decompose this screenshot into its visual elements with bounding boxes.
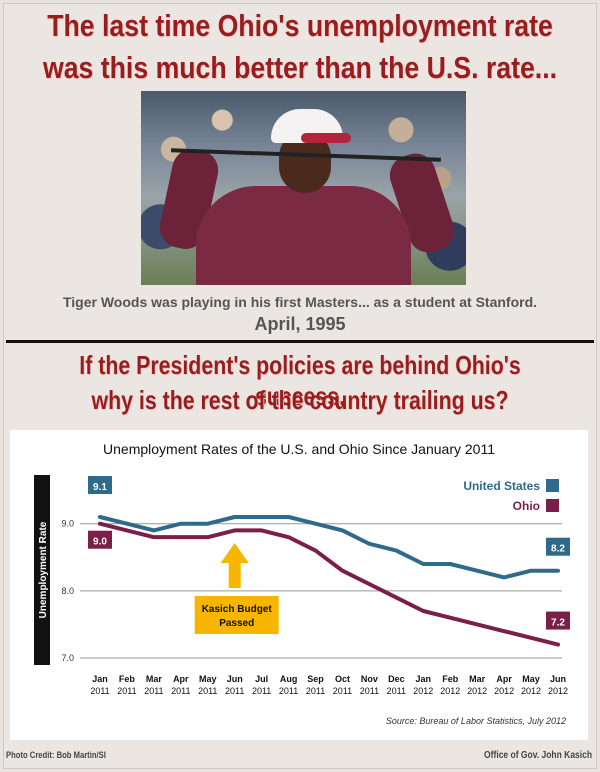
series-start-label: 9.0 (93, 537, 107, 548)
legend-swatch-ohio (546, 499, 559, 512)
y-tick-label: 9.0 (61, 519, 74, 529)
photo-tiger-woods (141, 91, 466, 285)
chart-source: Source: Bureau of Labor Statistics, July… (386, 716, 566, 726)
series-line-us (98, 515, 560, 580)
y-tick-label: 8.0 (61, 586, 74, 596)
x-tick-year: 2011 (171, 686, 190, 696)
y-axis-label-bar (34, 475, 50, 665)
office-credit: Office of Gov. John Kasich (483, 750, 592, 761)
x-tick-month: Aug (280, 674, 298, 684)
photo-date: April, 1995 (254, 314, 346, 334)
photo-caption: Tiger Woods was playing in his first Mas… (62, 294, 538, 310)
question-line-1: If the President's policies are behind O… (79, 350, 521, 411)
series-start-label-box (88, 476, 112, 494)
series-start-label-box (88, 530, 112, 549)
x-tick-year: 2011 (333, 686, 352, 696)
x-tick-year: 2011 (279, 686, 298, 696)
x-tick-year: 2011 (387, 686, 406, 696)
legend-label-us: United States (463, 479, 540, 493)
x-tick-month: Feb (119, 674, 136, 684)
x-tick-year: 2011 (117, 686, 136, 696)
unemployment-chart: Unemployment Rates of the U.S. and Ohio … (34, 441, 570, 726)
x-tick-month: Nov (361, 674, 378, 684)
series-end-label-box (546, 611, 570, 630)
question-line-2: why is the rest of the country trailing … (91, 385, 509, 415)
y-axis-label: Unemployment Rate (38, 521, 49, 618)
series-end-label: 7.2 (551, 618, 565, 629)
x-tick-year: 2012 (494, 686, 514, 696)
x-tick-month: Jan (416, 674, 432, 684)
photo-credit: Photo Credit: Bob Martin/SI (6, 750, 106, 760)
y-tick-label: 7.0 (61, 653, 74, 663)
legend-swatch-us (546, 479, 559, 492)
x-tick-month: May (522, 674, 540, 684)
x-tick-year: 2011 (198, 686, 217, 696)
chart-panel: Unemployment Rates of the U.S. and Ohio … (10, 430, 588, 740)
x-tick-year: 2012 (413, 686, 433, 696)
x-tick-month: Oct (335, 674, 350, 684)
section-divider (6, 340, 594, 343)
annotation-text-2: Passed (219, 618, 254, 629)
series-line-ohio (98, 521, 560, 647)
x-tick-month: Dec (388, 674, 405, 684)
x-tick-month: Jun (227, 674, 243, 684)
photo-sweater (196, 186, 411, 285)
x-tick-month: Mar (146, 674, 163, 684)
annotation-arrow (220, 543, 249, 588)
x-tick-year: 2011 (306, 686, 325, 696)
annotation-box (194, 596, 279, 634)
x-tick-year: 2012 (548, 686, 568, 696)
headline-line-2: was this much better than the U.S. rate.… (42, 50, 558, 85)
series-start-label: 9.1 (93, 482, 107, 493)
x-tick-year: 2011 (90, 686, 109, 696)
x-tick-month: Jan (92, 674, 108, 684)
x-tick-year: 2012 (440, 686, 460, 696)
x-tick-year: 2012 (467, 686, 487, 696)
legend-label-ohio: Ohio (513, 499, 540, 513)
x-tick-year: 2011 (360, 686, 379, 696)
photo-cap-brim (301, 133, 351, 143)
x-tick-month: Apr (496, 674, 512, 684)
x-tick-month: Sep (307, 674, 324, 684)
x-tick-year: 2012 (521, 686, 541, 696)
headline-line-1: The last time Ohio's unemployment rate (47, 8, 553, 43)
x-tick-month: Jun (550, 674, 566, 684)
x-tick-month: Feb (442, 674, 459, 684)
x-tick-year: 2011 (252, 686, 271, 696)
series-end-label-box (546, 537, 570, 556)
x-tick-month: May (199, 674, 217, 684)
x-tick-year: 2011 (144, 686, 163, 696)
annotation-text-1: Kasich Budget (202, 604, 273, 615)
x-tick-month: Apr (173, 674, 189, 684)
chart-title: Unemployment Rates of the U.S. and Ohio … (103, 441, 495, 457)
x-tick-month: Mar (469, 674, 486, 684)
x-tick-month: Jul (255, 674, 268, 684)
series-end-label: 8.2 (551, 544, 565, 555)
x-tick-year: 2011 (225, 686, 244, 696)
